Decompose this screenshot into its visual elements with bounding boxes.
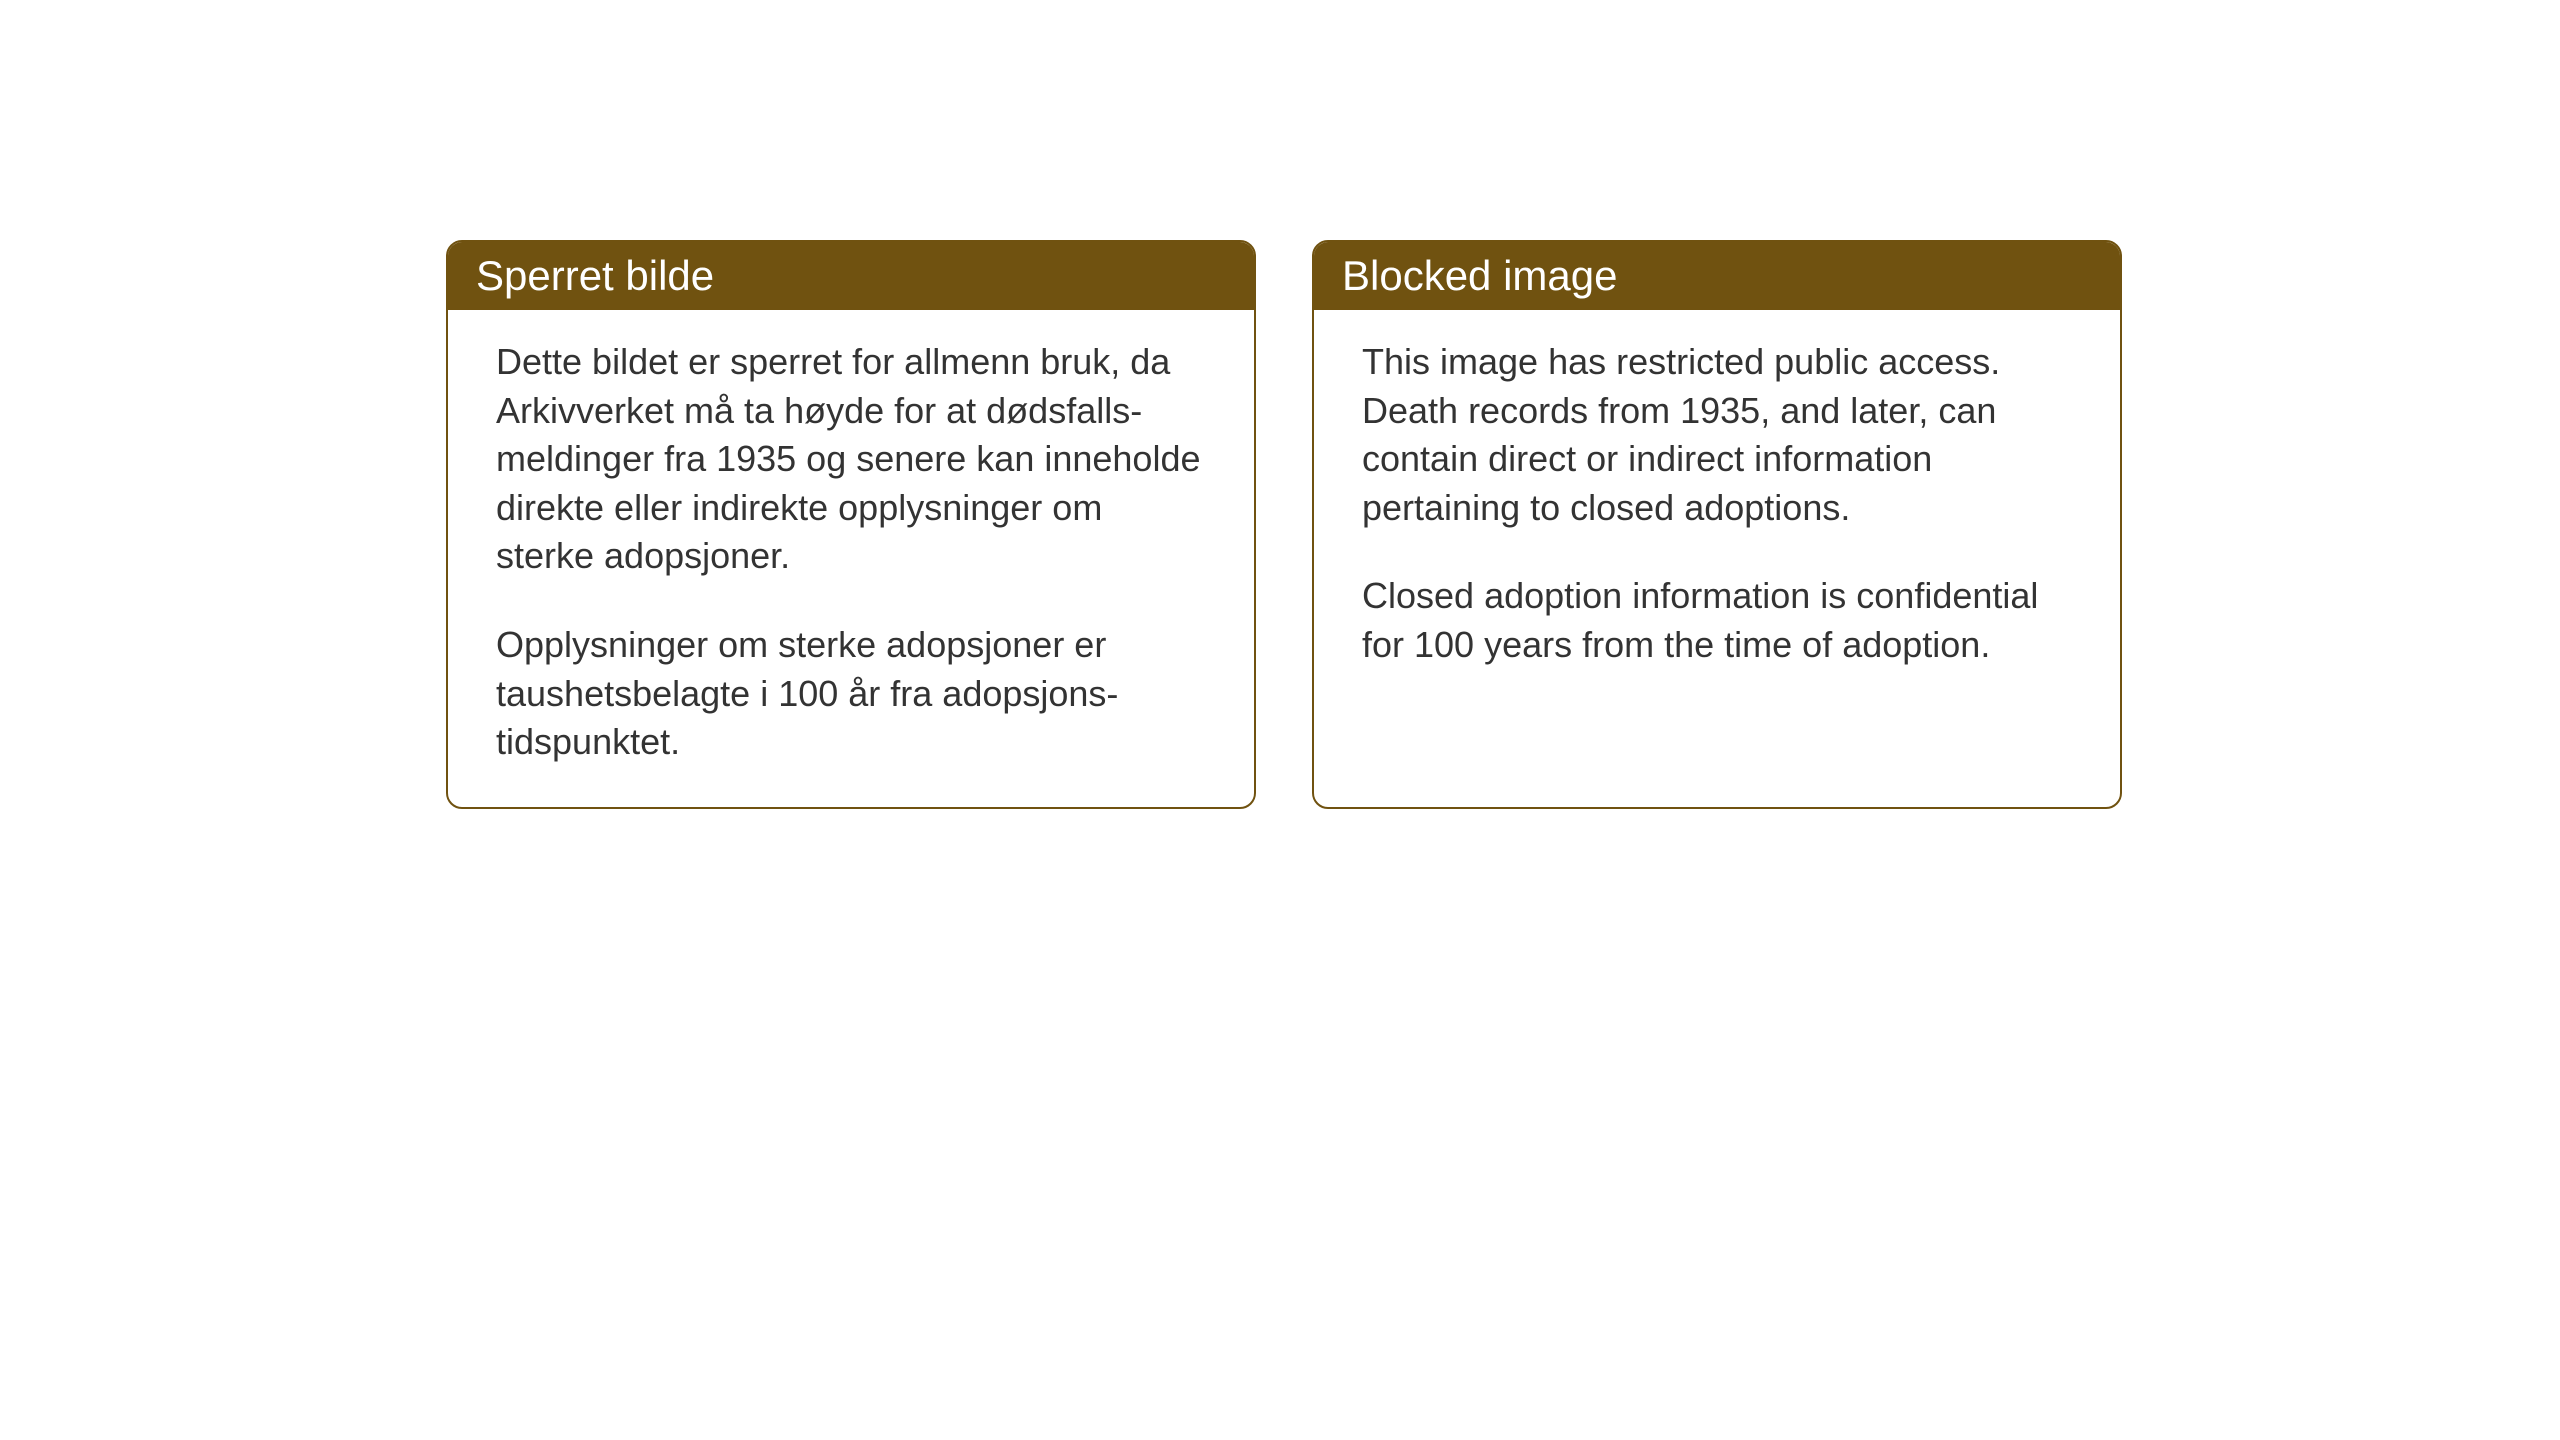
card-title-norwegian: Sperret bilde — [476, 252, 714, 299]
card-header-norwegian: Sperret bilde — [448, 242, 1254, 310]
card-paragraph-2-norwegian: Opplysninger om sterke adopsjoner er tau… — [496, 621, 1206, 767]
card-english: Blocked image This image has restricted … — [1312, 240, 2122, 809]
card-body-english: This image has restricted public access.… — [1314, 310, 2120, 730]
card-body-norwegian: Dette bildet er sperret for allmenn bruk… — [448, 310, 1254, 807]
card-norwegian: Sperret bilde Dette bildet er sperret fo… — [446, 240, 1256, 809]
card-title-english: Blocked image — [1342, 252, 1617, 299]
card-paragraph-2-english: Closed adoption information is confident… — [1362, 572, 2072, 669]
card-paragraph-1-english: This image has restricted public access.… — [1362, 338, 2072, 532]
card-header-english: Blocked image — [1314, 242, 2120, 310]
card-paragraph-1-norwegian: Dette bildet er sperret for allmenn bruk… — [496, 338, 1206, 581]
card-container: Sperret bilde Dette bildet er sperret fo… — [446, 240, 2122, 809]
